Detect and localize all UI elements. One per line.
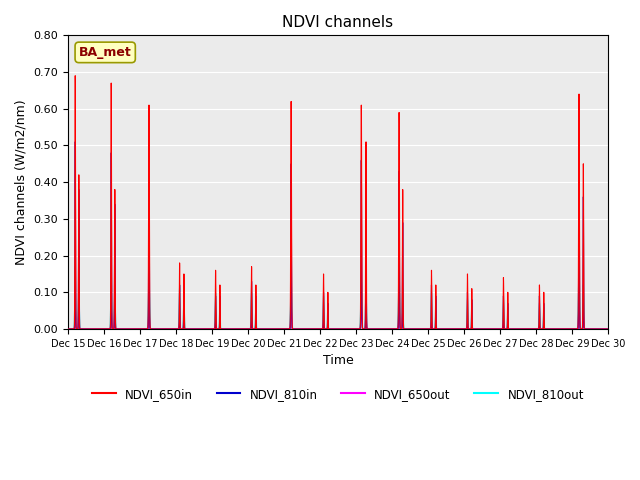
NDVI_810in [64,326,72,332]
NDVI_810in [72,139,79,144]
NDVI_650out [81,326,89,332]
NDVI_810in [349,326,357,332]
NDVI_650out [194,326,202,332]
NDVI_650in [86,326,94,332]
Line: NDVI_650out: NDVI_650out [68,303,608,329]
Y-axis label: NDVI channels (W/m2/nm): NDVI channels (W/m2/nm) [15,99,28,265]
NDVI_650in [182,326,190,332]
Legend: NDVI_650in, NDVI_810in, NDVI_650out, NDVI_810out: NDVI_650in, NDVI_810in, NDVI_650out, NDV… [87,383,589,405]
Line: NDVI_650in: NDVI_650in [68,76,608,329]
NDVI_810out [123,326,131,332]
NDVI_810in [532,326,540,332]
NDVI_650out [88,326,96,332]
NDVI_810in [182,326,190,332]
X-axis label: Time: Time [323,354,353,367]
NDVI_810out [81,326,89,332]
NDVI_810out [194,326,202,332]
NDVI_810out [72,264,79,269]
NDVI_650out [532,326,540,332]
NDVI_650in [123,326,131,332]
Text: BA_met: BA_met [79,46,132,59]
NDVI_810out [532,326,540,332]
NDVI_650in [64,326,72,332]
NDVI_650in [194,326,202,332]
NDVI_810in [84,326,92,332]
Line: NDVI_810out: NDVI_810out [68,266,608,329]
NDVI_810out [64,326,72,332]
NDVI_650in [532,326,540,332]
NDVI_650out [72,300,79,306]
NDVI_810in [194,326,202,332]
NDVI_650in [604,326,612,332]
NDVI_650in [349,326,357,332]
NDVI_650out [64,326,72,332]
NDVI_810out [604,326,612,332]
NDVI_810out [182,326,190,332]
NDVI_810out [349,326,357,332]
Title: NDVI channels: NDVI channels [282,15,394,30]
NDVI_810in [81,326,89,332]
NDVI_810in [123,326,131,332]
Line: NDVI_810in: NDVI_810in [68,142,608,329]
NDVI_650in [72,73,79,79]
NDVI_650in [81,326,89,332]
NDVI_650out [349,326,357,332]
NDVI_810out [195,326,202,332]
NDVI_650out [182,326,190,332]
NDVI_650out [604,326,612,332]
NDVI_650out [123,326,131,332]
NDVI_810in [604,326,612,332]
